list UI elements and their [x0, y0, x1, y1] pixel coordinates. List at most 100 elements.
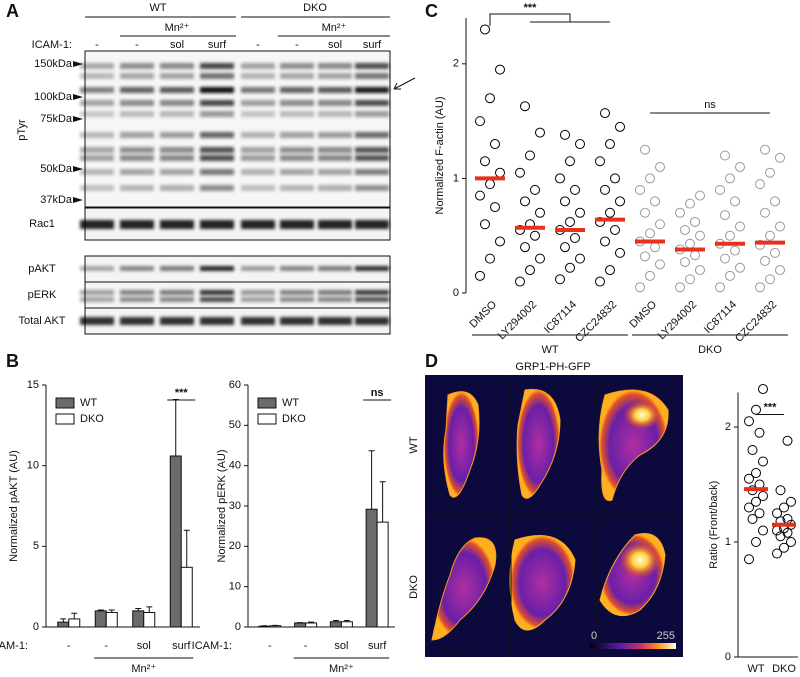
y-tick-label: 50: [229, 419, 241, 431]
band: [160, 297, 194, 302]
data-point: [475, 270, 485, 281]
x-tick-label: surf: [368, 640, 387, 652]
band: [280, 297, 314, 302]
band: [80, 169, 114, 175]
band: [80, 63, 114, 69]
band: [355, 169, 389, 175]
significance: ***: [764, 401, 778, 413]
data-point: [635, 282, 645, 293]
legend-swatch: [257, 413, 277, 425]
band: [318, 297, 352, 302]
band: [80, 266, 114, 271]
blot-label: pTyr: [16, 119, 28, 141]
band: [200, 63, 234, 69]
error-bar: [135, 607, 142, 611]
bar: [294, 622, 307, 628]
x-tick-label: CZC24832: [733, 299, 779, 345]
band: [318, 266, 352, 271]
band: [318, 111, 352, 117]
data-point: [744, 502, 754, 513]
data-point: [520, 101, 530, 112]
bar: [143, 611, 156, 628]
band: [280, 290, 314, 295]
colorbar-label: 255: [657, 630, 675, 642]
band: [318, 155, 352, 161]
band: [355, 155, 389, 161]
panel-label: A: [6, 1, 19, 21]
band: [280, 266, 314, 271]
legend-label: DKO: [282, 413, 306, 425]
band: [200, 73, 234, 79]
data-point: [695, 190, 705, 201]
data-point: [725, 270, 735, 281]
data-point: [560, 129, 570, 140]
y-tick-label: 40: [229, 460, 241, 472]
mw-arrow: [73, 197, 83, 203]
band: [160, 63, 194, 69]
error-bar: [172, 399, 179, 456]
band: [355, 290, 389, 295]
x-tick-label: -: [67, 640, 71, 652]
data-point: [765, 167, 775, 178]
y-tick-label: 0: [33, 621, 39, 633]
band: [120, 111, 154, 117]
data-point: [725, 230, 735, 241]
data-point: [535, 127, 545, 138]
data-point: [640, 251, 650, 262]
mw-arrow: [73, 116, 83, 122]
data-point: [772, 508, 782, 519]
band: [160, 185, 194, 191]
data-point: [650, 196, 660, 207]
data-point: [475, 116, 485, 127]
bar: [105, 611, 118, 628]
band: [80, 220, 114, 229]
data-point: [779, 542, 789, 553]
data-point: [685, 274, 695, 285]
bar: [57, 621, 70, 628]
colorbar: [590, 643, 676, 649]
data-point: [754, 508, 765, 519]
lane-label: sol: [328, 39, 342, 51]
mw-arrow: [73, 94, 83, 100]
legend-swatch: [257, 397, 277, 409]
data-point: [645, 173, 655, 184]
bar: [68, 618, 81, 628]
band: [241, 111, 275, 117]
data-point: [480, 24, 490, 35]
data-point: [575, 253, 585, 264]
error-bar: [368, 450, 375, 510]
x-axis-label: ICAM-1:: [0, 640, 28, 652]
band: [355, 73, 389, 79]
data-point: [680, 257, 690, 268]
data-point: [530, 230, 540, 241]
group-label: Mn²⁺: [131, 663, 156, 675]
data-point: [760, 255, 770, 266]
blot-label: Total AKT: [18, 315, 65, 327]
y-tick-label: 1: [453, 172, 459, 184]
data-point: [735, 221, 745, 232]
band: [160, 220, 194, 229]
band: [355, 317, 389, 325]
mw-label: 37kDa: [40, 194, 73, 206]
data-point: [685, 198, 695, 209]
band: [120, 100, 154, 106]
data-point: [490, 202, 500, 213]
data-point: [782, 435, 793, 446]
band: [355, 87, 389, 93]
data-point: [565, 216, 575, 227]
data-point: [515, 167, 525, 178]
y-tick-label: 5: [33, 540, 39, 552]
mw-label: 100kDa: [34, 91, 73, 103]
band: [355, 185, 389, 191]
band: [280, 63, 314, 69]
band: [80, 111, 114, 117]
band: [355, 266, 389, 271]
data-point: [485, 179, 495, 190]
y-tick-label: 10: [229, 581, 241, 593]
data-point: [730, 196, 740, 207]
panel-label: B: [6, 351, 19, 371]
significance: ***: [175, 387, 189, 399]
image-title: GRP1-PH-GFP: [515, 361, 590, 373]
data-point: [755, 282, 765, 293]
band: [80, 147, 114, 153]
